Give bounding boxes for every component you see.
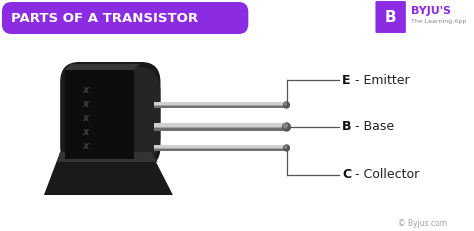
Text: x: x <box>83 113 89 123</box>
Text: PARTS OF A TRANSISTOR: PARTS OF A TRANSISTOR <box>11 12 199 24</box>
Text: C: C <box>342 168 351 182</box>
Circle shape <box>283 102 290 108</box>
Polygon shape <box>44 152 173 195</box>
Text: B: B <box>385 9 396 24</box>
FancyBboxPatch shape <box>374 0 407 34</box>
Polygon shape <box>65 64 139 70</box>
Bar <box>154 124 287 130</box>
Circle shape <box>283 124 288 128</box>
Bar <box>154 106 287 108</box>
Circle shape <box>283 145 290 151</box>
Bar <box>154 123 287 127</box>
Circle shape <box>284 103 287 105</box>
FancyBboxPatch shape <box>2 2 248 34</box>
Text: E: E <box>342 73 350 86</box>
Circle shape <box>283 123 291 131</box>
Polygon shape <box>65 70 134 159</box>
Bar <box>154 128 287 131</box>
Text: - Emitter: - Emitter <box>351 73 409 86</box>
Text: BYJU'S: BYJU'S <box>410 6 451 16</box>
Circle shape <box>284 146 287 148</box>
Bar <box>154 146 287 151</box>
Text: x: x <box>83 85 89 95</box>
Text: x: x <box>83 127 89 137</box>
Bar <box>65 72 137 157</box>
Text: x: x <box>83 99 89 109</box>
FancyBboxPatch shape <box>113 67 161 162</box>
Text: x: x <box>83 141 89 151</box>
Bar <box>154 102 287 105</box>
FancyBboxPatch shape <box>60 62 161 167</box>
Text: - Base: - Base <box>351 121 393 134</box>
Text: B: B <box>342 121 351 134</box>
Polygon shape <box>57 152 157 162</box>
Bar <box>154 103 287 108</box>
Bar <box>154 149 287 151</box>
Text: © Byjus.com: © Byjus.com <box>398 219 447 228</box>
Text: - Collector: - Collector <box>351 168 419 182</box>
Text: The Learning App: The Learning App <box>410 19 466 24</box>
Bar <box>154 145 287 148</box>
